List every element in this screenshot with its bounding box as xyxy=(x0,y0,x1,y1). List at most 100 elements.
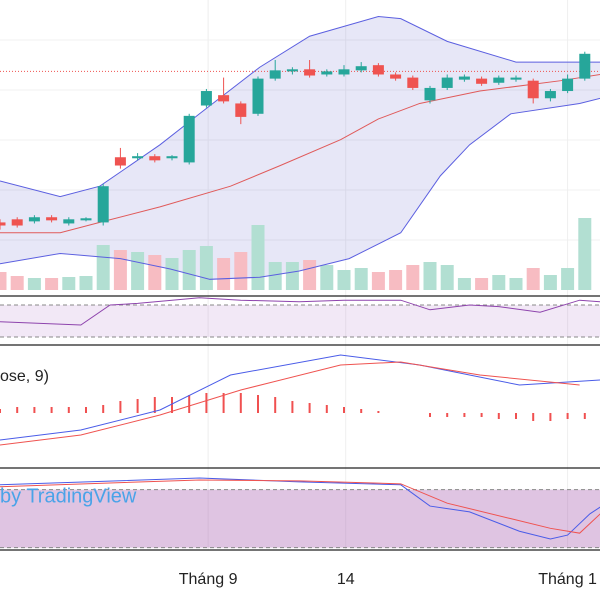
histogram-bar xyxy=(429,413,431,417)
candle-body xyxy=(527,80,539,99)
candle-body xyxy=(407,77,419,88)
candle-body xyxy=(235,103,247,117)
volume-bar xyxy=(440,265,454,290)
candle-body xyxy=(114,157,126,166)
candle-body xyxy=(200,91,212,106)
histogram-bar xyxy=(343,407,345,413)
indicator-label: ose, 9) xyxy=(0,368,49,385)
indicator-line xyxy=(0,361,580,446)
volume-bar xyxy=(492,275,506,290)
histogram-bar xyxy=(239,393,242,413)
volume-bar xyxy=(268,262,282,290)
candle-body xyxy=(355,66,367,71)
volume-bar xyxy=(10,276,24,290)
volume-bar xyxy=(423,262,437,290)
candle-body xyxy=(149,156,161,161)
indicator-line xyxy=(0,479,600,534)
histogram-bar xyxy=(360,409,363,413)
histogram-bar xyxy=(308,403,311,413)
volume-bar xyxy=(27,278,41,290)
candle-body xyxy=(218,95,230,102)
volume-bar xyxy=(285,262,299,290)
indicator-line xyxy=(0,97,600,280)
histogram-bar xyxy=(67,407,70,413)
histogram-bar xyxy=(171,397,173,413)
candle-body xyxy=(579,53,591,79)
volume-bar xyxy=(406,265,420,290)
candle-body xyxy=(304,69,316,76)
histogram-bar xyxy=(33,407,36,413)
histogram-bar xyxy=(85,407,87,413)
candle-body xyxy=(493,77,505,83)
volume-bar xyxy=(217,258,231,290)
histogram-bar xyxy=(566,413,569,419)
volume-bar xyxy=(389,270,403,290)
volume-bar xyxy=(96,245,110,290)
watermark: by TradingView xyxy=(0,485,137,507)
histogram-bar xyxy=(583,413,586,419)
histogram-bar xyxy=(257,395,259,413)
candle-body xyxy=(510,77,522,80)
candle-body xyxy=(132,156,144,159)
indicator-line xyxy=(0,16,600,198)
volume-bar xyxy=(199,246,213,290)
volume-bar xyxy=(182,250,196,290)
level-band xyxy=(0,305,600,337)
candle-body xyxy=(183,115,195,163)
x-tick-label: Tháng 1 xyxy=(538,571,597,588)
volume-bar xyxy=(337,270,351,290)
candle-body xyxy=(46,217,58,221)
histogram-bar xyxy=(136,399,139,413)
volume-bar xyxy=(148,255,162,290)
volume-bar xyxy=(0,272,7,290)
volume-bar xyxy=(561,268,575,290)
candle-body xyxy=(338,69,350,75)
candle-body xyxy=(252,78,264,114)
candle-body xyxy=(544,91,556,99)
candle-body xyxy=(0,222,6,226)
histogram-bar xyxy=(446,413,449,417)
volume-bar xyxy=(303,260,317,290)
volume-bar xyxy=(113,250,127,290)
histogram-bar xyxy=(549,413,552,421)
candle-body xyxy=(63,219,75,224)
volume-bar xyxy=(526,268,540,290)
histogram-bar xyxy=(16,407,19,413)
x-tick-label: Tháng 9 xyxy=(179,571,238,588)
volume-bar xyxy=(165,258,179,290)
histogram-bar xyxy=(205,393,208,413)
histogram-bar xyxy=(188,395,191,413)
histogram-bar xyxy=(291,401,294,413)
histogram-bar xyxy=(0,409,1,413)
volume-bar xyxy=(457,278,471,290)
candle-body xyxy=(286,69,298,72)
volume-bar xyxy=(45,278,59,290)
histogram-bar xyxy=(377,411,380,413)
histogram-bar xyxy=(515,413,517,419)
histogram-bar xyxy=(480,413,483,417)
candle-body xyxy=(269,70,281,79)
candle-body xyxy=(97,186,109,223)
histogram-bar xyxy=(325,405,328,413)
histogram-bar xyxy=(497,413,500,419)
volume-bar xyxy=(62,277,76,290)
candle-body xyxy=(372,65,384,75)
volume-bar xyxy=(234,252,248,290)
volume-bar xyxy=(371,272,385,290)
volume-bar xyxy=(354,268,368,290)
histogram-bar xyxy=(222,393,225,413)
candle-body xyxy=(458,76,470,80)
candle-body xyxy=(166,156,178,159)
x-tick-label: 14 xyxy=(337,571,355,588)
indicator-line xyxy=(0,297,600,326)
histogram-bar xyxy=(50,407,53,413)
candle-body xyxy=(28,217,40,222)
candle-body xyxy=(476,78,488,84)
histogram-bar xyxy=(463,413,466,417)
volume-bar xyxy=(543,275,557,290)
histogram-bar xyxy=(102,405,105,413)
histogram-bar xyxy=(274,397,277,413)
volume-bar xyxy=(131,252,145,290)
volume-bar xyxy=(509,278,523,290)
